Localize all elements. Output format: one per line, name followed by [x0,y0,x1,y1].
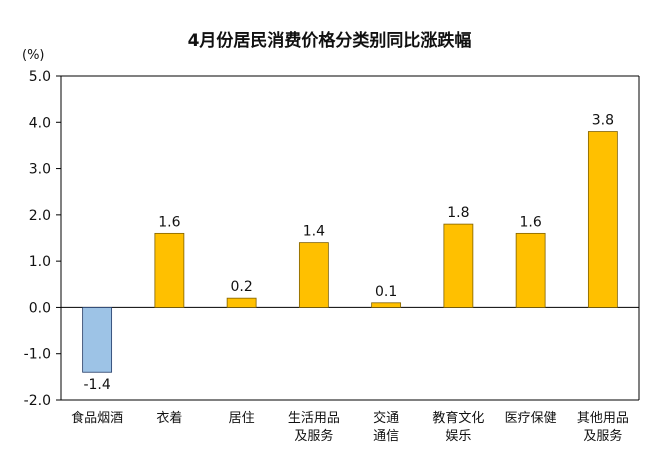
y-tick-label: 2.0 [29,208,51,224]
data-label: 0.1 [375,284,397,300]
bar [226,297,257,308]
x-tick-label: 医疗保健 [505,411,557,426]
y-axis-unit: (%) [22,48,45,63]
x-tick-label: 通信 [373,429,399,444]
bar [587,131,618,308]
data-label: 0.2 [230,279,252,295]
data-label: -1.4 [83,377,110,393]
x-tick-label: 生活用品 [288,411,340,426]
x-tick-label: 教育文化 [432,410,484,426]
bar [515,232,546,308]
x-tick-label: 及服务 [583,428,622,444]
y-tick-label: 5.0 [29,69,51,85]
data-label: 1.6 [158,214,180,230]
bar [371,302,402,308]
data-label: 3.8 [592,113,614,129]
chart-title: 4月份居民消费价格分类别同比涨跌幅 [187,31,472,51]
data-label: 1.6 [519,214,541,230]
y-tick-label: -2.0 [24,393,51,409]
bar [443,223,474,308]
x-tick-label: 其他用品 [577,411,629,426]
data-label: 1.4 [303,224,325,240]
x-tick-label: 及服务 [294,428,333,444]
data-label: 1.8 [447,205,469,221]
x-tick-label: 衣着 [156,410,182,426]
y-tick-label: 3.0 [29,162,51,178]
bar [298,242,329,308]
x-tick-label: 居住 [229,411,255,426]
x-tick-label: 食品烟酒 [71,410,123,426]
bar [82,307,113,373]
bar [154,232,185,308]
y-tick-label: 4.0 [29,115,51,131]
y-tick-label: -1.0 [24,347,51,363]
x-tick-label: 娱乐 [445,429,471,444]
x-tick-label: 交通 [373,410,399,426]
y-tick-label: 1.0 [29,254,51,270]
y-tick-label: 0.0 [29,300,51,316]
